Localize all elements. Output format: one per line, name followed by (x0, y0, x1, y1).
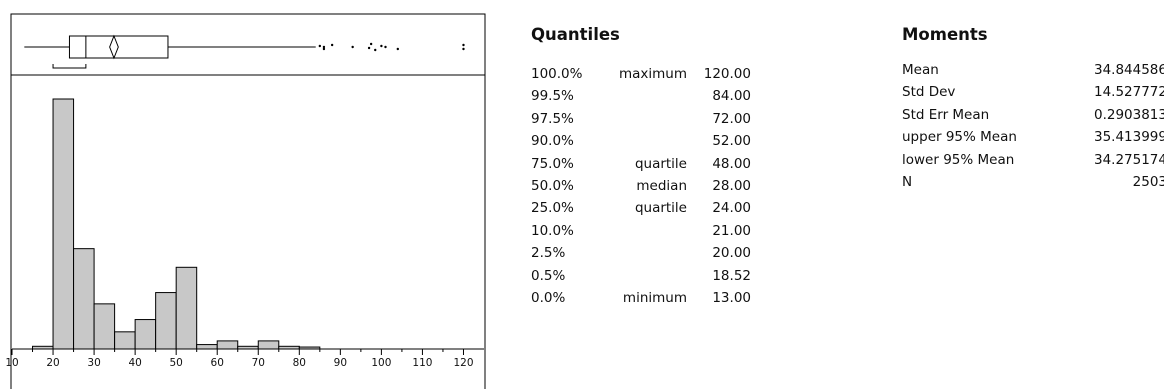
x-tick-label: 10 (5, 357, 18, 369)
x-tick-label: 30 (87, 357, 100, 369)
boxplot (24, 34, 465, 69)
histogram-bar (196, 344, 218, 350)
quantile-value: 120.00 (703, 66, 751, 82)
x-tick-label: 60 (211, 357, 224, 369)
quantile-label: quartile (634, 155, 687, 172)
quantile-percent: 0.5% (531, 267, 566, 284)
quantile-value: 21.00 (712, 222, 751, 239)
x-tick-label: 50 (169, 357, 182, 369)
moment-value: 2503 (1132, 174, 1164, 190)
chart-frame (10, 13, 486, 389)
boxplot-outlier (462, 47, 465, 51)
quantile-percent: 50.0% (531, 178, 574, 194)
boxplot-outlier (351, 45, 354, 49)
moment-label: N (902, 174, 913, 190)
quantile-percent: 0.0% (531, 290, 566, 306)
boxplot-shortest-half-bracket (52, 64, 87, 69)
boxplot-mean-diamond (109, 34, 119, 60)
x-tick-label: 110 (412, 357, 432, 369)
boxplot-outlier (462, 43, 465, 47)
quantile-label: minimum (622, 290, 687, 306)
boxplot-outlier (318, 44, 322, 48)
moment-label: Std Err Mean (902, 106, 990, 123)
x-tick-label: 100 (371, 357, 391, 369)
boxplot-outlier (396, 47, 400, 51)
quantile-value: 48.00 (712, 155, 751, 172)
histogram-bar (257, 340, 280, 350)
histogram-bars (12, 98, 484, 350)
moment-value: 35.413999 (1093, 129, 1164, 146)
x-tick-label: 20 (46, 357, 59, 369)
quantile-percent: 75.0% (531, 155, 574, 172)
quantile-percent: 99.5% (531, 88, 574, 105)
moments-title: Moments (902, 25, 988, 44)
quantile-label: maximum (618, 66, 687, 82)
boxplot-outlier (384, 45, 387, 49)
histogram-bar (114, 331, 136, 350)
quantiles-title: Quantiles (531, 25, 620, 44)
moment-label: lower 95% Mean (902, 151, 1015, 168)
quantile-value: 72.00 (712, 110, 751, 127)
histogram-bar (216, 340, 239, 350)
x-tick-label: 70 (252, 357, 265, 369)
quantile-percent: 10.0% (531, 222, 574, 239)
histogram-bar (175, 266, 198, 350)
moment-value: 34.275174 (1093, 151, 1164, 168)
x-tick-label: 120 (453, 357, 473, 369)
histogram-bar (134, 319, 157, 350)
boxplot-outlier (380, 44, 383, 48)
boxplot-outlier (322, 47, 326, 51)
x-tick-label: 40 (128, 357, 141, 369)
histogram-bar (155, 292, 177, 350)
moment-label: upper 95% Mean (902, 129, 1017, 146)
boxplot-outlier (369, 42, 373, 46)
boxplot-outlier (374, 48, 377, 52)
quantile-value: 84.00 (712, 88, 751, 105)
quantile-value: 52.00 (712, 133, 751, 150)
histogram-bar (93, 303, 116, 350)
x-tick-label: 80 (293, 357, 306, 369)
quantile-label: quartile (634, 200, 687, 217)
quantile-percent: 100.0% (531, 66, 583, 82)
quantile-value: 20.00 (712, 245, 751, 262)
moment-value: 0.2903813 (1093, 106, 1164, 123)
histogram-bar (52, 98, 75, 350)
quantile-value: 18.52 (712, 267, 751, 284)
quantile-percent: 90.0% (531, 133, 574, 150)
boxplot-outlier (322, 45, 326, 49)
boxplot-outlier (367, 46, 371, 50)
moment-label: Std Dev (902, 84, 956, 101)
quantile-value: 24.00 (712, 200, 751, 217)
quantile-value: 28.00 (712, 178, 751, 194)
histogram-svg: 10 20 30 40 50 60 70 80 90 100 110 120 (5, 13, 486, 389)
moment-label: Mean (902, 62, 939, 78)
quantile-percent: 25.0% (531, 200, 574, 217)
x-axis: 10 20 30 40 50 60 70 80 90 100 110 120 (5, 349, 474, 369)
moment-value: 34.844586 (1093, 62, 1164, 78)
distribution-chart: 10 20 30 40 50 60 70 80 90 100 110 120 (0, 0, 490, 389)
moment-value: 14.527772 (1093, 84, 1164, 101)
quantile-percent: 97.5% (531, 110, 574, 127)
quantile-value: 13.00 (712, 290, 751, 306)
quantile-label: median (636, 178, 687, 194)
histogram-bar (73, 248, 95, 350)
x-tick-label: 90 (334, 357, 347, 369)
boxplot-outlier (330, 43, 334, 47)
quantile-percent: 2.5% (531, 245, 566, 262)
